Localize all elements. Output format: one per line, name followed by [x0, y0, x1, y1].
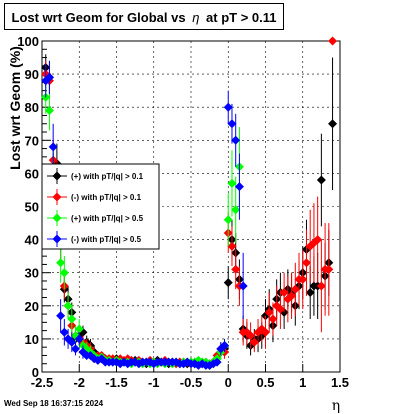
y-tick-label: 70: [25, 133, 39, 148]
data-point: [227, 119, 237, 129]
y-tick-label: 30: [25, 266, 39, 281]
legend-marker: [52, 171, 62, 181]
data-point: [234, 182, 244, 192]
data-point: [279, 288, 289, 298]
legend-marker: [52, 213, 62, 223]
x-tick-label: 0.5: [256, 375, 274, 390]
series-4: [41, 60, 248, 370]
y-tick-label: 10: [25, 332, 39, 347]
legend-label: (+) with pT/|q| > 0.1: [71, 172, 144, 181]
legend-box: [41, 163, 160, 250]
data-point: [56, 311, 66, 321]
data-point: [231, 135, 241, 145]
y-tick-label: 100: [17, 34, 39, 49]
chart-title: Lost wrt Geom for Global vs η at pT > 0.…: [4, 3, 284, 30]
data-point: [313, 235, 323, 245]
data-point: [227, 178, 237, 188]
data-point: [74, 334, 84, 344]
y-axis-label: Lost wrt Geom (%): [7, 46, 23, 170]
data-point: [305, 288, 315, 298]
legend-label: (-) with pT/|q| > 0.1: [71, 193, 142, 202]
title-cut: at pT > 0.11: [206, 10, 277, 25]
data-point: [74, 324, 84, 334]
title-eta: η: [192, 10, 200, 25]
data-point: [324, 264, 334, 274]
x-tick-label: 1.5: [331, 375, 349, 390]
data-point: [231, 264, 241, 274]
data-point: [316, 281, 326, 291]
legend-label: (+) with pT/|q| > 0.5: [71, 214, 144, 223]
data-point: [56, 258, 66, 268]
data-point: [298, 274, 308, 284]
x-tick-label: -2: [73, 375, 85, 390]
legend-label: (-) with pT/|q| > 0.5: [71, 235, 142, 244]
y-tick-label: 20: [25, 299, 39, 314]
data-point: [59, 268, 69, 278]
data-point: [67, 314, 77, 324]
data-point: [227, 241, 237, 251]
x-tick-label: -1.5: [105, 375, 127, 390]
data-point: [59, 327, 69, 337]
data-point: [290, 284, 300, 294]
y-tick-label: 60: [25, 166, 39, 181]
data-point: [238, 281, 248, 291]
data-point: [328, 36, 338, 46]
data-point: [63, 301, 73, 311]
legend: (+) with pT/|q| > 0.1 (-) with pT/|q| > 0…: [41, 163, 160, 250]
legend-marker: [52, 192, 62, 202]
legend-marker: [52, 234, 62, 244]
y-tick-label: 40: [25, 233, 39, 248]
y-tick-label: 80: [25, 100, 39, 115]
y-tick-label: 0: [32, 365, 39, 380]
data-point: [212, 357, 222, 367]
data-point: [264, 307, 274, 317]
data-point: [44, 72, 54, 82]
data-point: [249, 337, 259, 347]
data-point: [71, 344, 81, 354]
data-point: [223, 215, 233, 225]
data-point: [246, 331, 256, 341]
data-point: [220, 341, 230, 351]
data-point: [261, 327, 270, 337]
data-point: [67, 337, 77, 347]
x-tick-label: 0: [225, 375, 232, 390]
data-point: [316, 175, 326, 185]
title-main: Lost wrt Geom for Global vs: [11, 10, 186, 25]
x-tick-label: -1: [148, 375, 160, 390]
data-point: [301, 258, 311, 268]
data-point: [44, 106, 54, 116]
data-point: [48, 142, 58, 152]
x-tick-label: -2.5: [31, 375, 53, 390]
data-point: [223, 102, 233, 112]
data-point: [287, 291, 297, 301]
data-point: [275, 304, 285, 314]
timestamp: Wed Sep 18 16:37:15 2024: [4, 399, 104, 408]
data-point: [268, 314, 278, 324]
x-tick-label: 1: [299, 375, 306, 390]
data-point: [223, 278, 233, 288]
data-point: [328, 119, 338, 129]
axis-ticks: -2.5 -2 -1.5 -1 -0.5 0 0.5 1 1.5 0 10 20 30 40 50 60 70 8…: [17, 34, 349, 390]
x-axis-label: η: [332, 398, 340, 414]
series-group: [41, 36, 338, 370]
y-tick-label: 90: [25, 67, 39, 82]
x-tick-label: -0.5: [180, 375, 202, 390]
data-point: [231, 205, 241, 215]
y-tick-label: 50: [25, 200, 39, 215]
